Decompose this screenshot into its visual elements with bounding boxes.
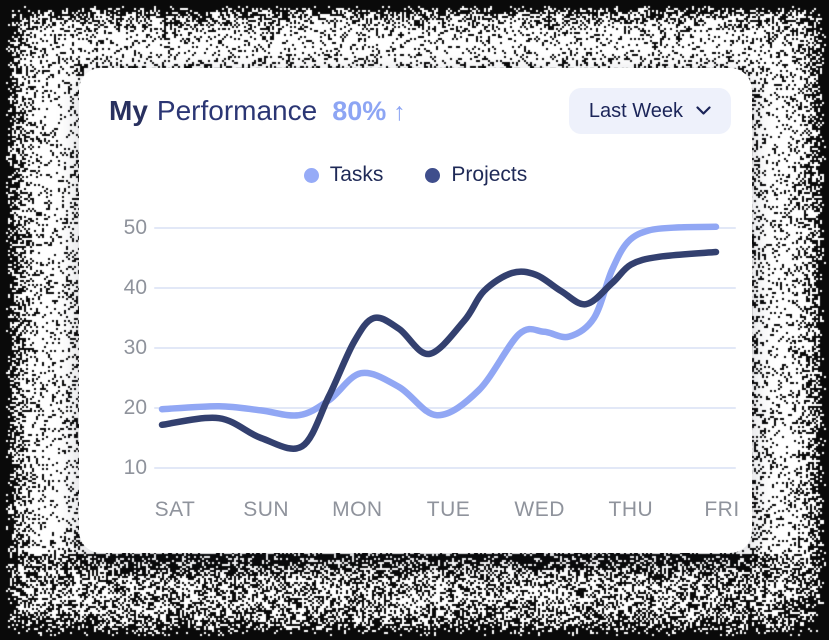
chart-area: 50 40 30 20 10 SAT SUN MON TUE WED THU FRI — [79, 68, 752, 553]
stage: My Performance 80% ↑ Last Week Tasks Proj… — [0, 0, 829, 640]
performance-card: My Performance 80% ↑ Last Week Tasks Proj… — [79, 68, 752, 553]
series-line-projects — [162, 252, 716, 449]
chart-lines-svg — [79, 68, 752, 553]
series-line-tasks — [162, 227, 716, 416]
